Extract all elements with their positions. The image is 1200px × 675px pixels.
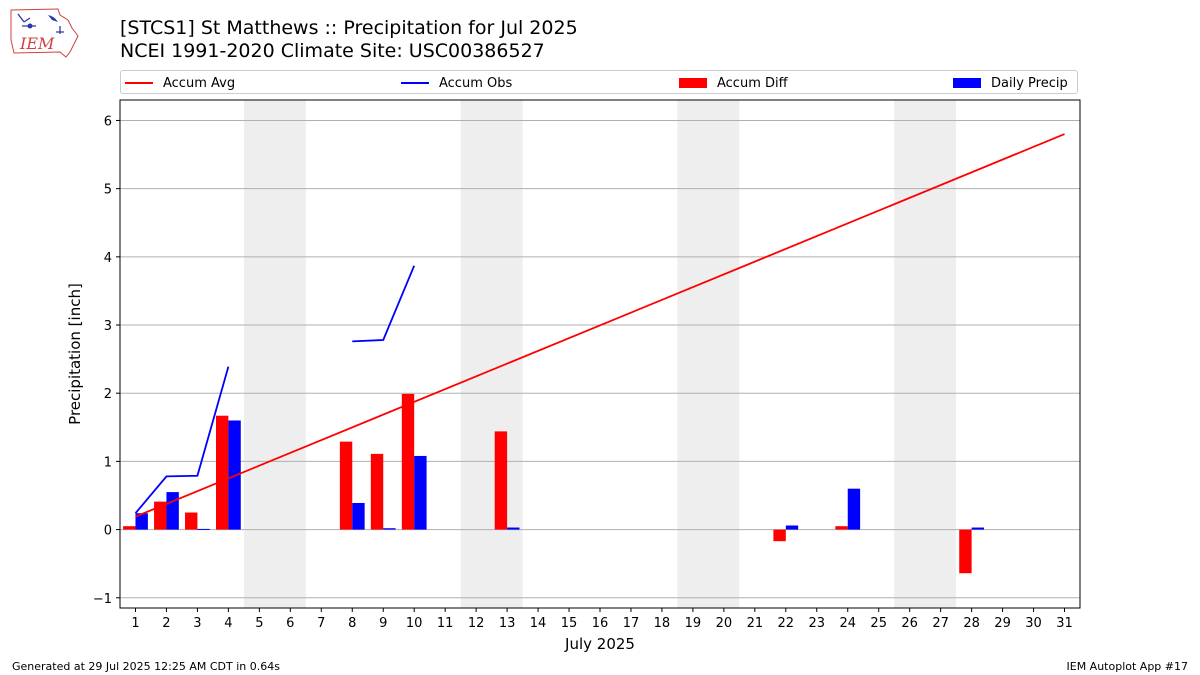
x-axis-label: July 2025 (564, 635, 635, 653)
daily-precip-bar-day-13 (507, 527, 520, 530)
accum-diff-bar-day-24 (835, 526, 848, 530)
y-tick-label--1: −1 (93, 592, 112, 607)
accum-avg-line-path (135, 133, 1065, 518)
x-tick-label-15: 15 (561, 616, 578, 631)
x-tick-label-21: 21 (747, 616, 764, 631)
daily-precip-bar-day-2 (166, 492, 179, 530)
accum-obs-lines (134, 265, 416, 514)
chart-title: [STCS1] St Matthews :: Precipitation for… (120, 17, 578, 39)
daily-precip-bar-day-1 (135, 513, 148, 530)
accum-diff-bar-day-10 (401, 393, 415, 530)
weekend-band-2 (460, 100, 523, 608)
x-axis-ticks: 1 2 3 4 5 6 7 8 9 10 11 12 13 14 15 16 17 18 19 20 21 22 23 24 2… (131, 608, 1073, 631)
legend-label-accum-diff: Accum Diff (717, 75, 788, 91)
accum-diff-bar-day-3 (185, 512, 198, 530)
x-tick-label-23: 23 (809, 616, 826, 631)
accum-obs-segment-2 (352, 265, 416, 343)
accum-diff-bar-day-9 (370, 453, 384, 530)
x-tick-label-6: 6 (286, 616, 294, 631)
legend-swatch-accum-obs (401, 82, 429, 84)
svg-text:IEM: IEM (19, 34, 55, 53)
x-tick-label-5: 5 (255, 616, 263, 631)
x-tick-label-24: 24 (839, 616, 856, 631)
x-tick-label-2: 2 (162, 616, 170, 631)
x-tick-label-13: 13 (499, 616, 516, 631)
y-axis-label: Precipitation [inch] (66, 283, 84, 425)
weekend-band-4 (894, 100, 957, 608)
legend-label-accum-obs: Accum Obs (439, 75, 513, 91)
x-tick-label-4: 4 (224, 616, 232, 631)
daily-precip-bar-day-10 (414, 455, 427, 530)
weekend-band-3 (677, 100, 740, 608)
legend-item-accum-avg: Accum Avg (125, 74, 235, 92)
daily-precip-bar-day-28 (971, 527, 984, 530)
weekend-bands (243, 100, 957, 608)
x-tick-label-11: 11 (437, 616, 454, 631)
y-tick-label-1: 1 (104, 455, 112, 470)
x-tick-label-27: 27 (932, 616, 949, 631)
footer-generated: Generated at 29 Jul 2025 12:25 AM CDT in… (12, 660, 280, 673)
x-tick-label-17: 17 (623, 616, 640, 631)
x-tick-label-19: 19 (685, 616, 702, 631)
chart-subtitle: NCEI 1991-2020 Climate Site: USC00386527 (120, 40, 545, 62)
accum-avg-line (135, 133, 1065, 518)
y-tick-label-2: 2 (104, 387, 112, 402)
x-tick-label-18: 18 (654, 616, 671, 631)
accum-diff-bar-day-8 (339, 441, 353, 530)
accum-diff-bar-day-1 (123, 526, 136, 530)
y-tick-label-6: 6 (104, 114, 112, 129)
y-tick-label-3: 3 (104, 319, 112, 334)
x-tick-label-14: 14 (530, 616, 547, 631)
x-tick-label-3: 3 (193, 616, 201, 631)
legend-label-daily-precip: Daily Precip (991, 75, 1068, 91)
x-tick-label-9: 9 (379, 616, 387, 631)
legend-label-accum-avg: Accum Avg (163, 75, 236, 91)
x-tick-label-26: 26 (901, 616, 918, 631)
legend-item-accum-obs: Accum Obs (401, 74, 512, 92)
daily-precip-bar-day-24 (847, 488, 861, 530)
accum-diff-bar-day-22 (773, 529, 786, 542)
iem-logo: IEM (10, 8, 79, 58)
accum-obs-segment-1 (134, 366, 230, 514)
y-axis-ticks: −1 0 1 2 3 4 5 6 (93, 114, 120, 607)
x-tick-label-25: 25 (870, 616, 887, 631)
legend-swatch-accum-avg (125, 82, 153, 84)
accum-diff-bar-day-4 (216, 415, 229, 530)
x-tick-label-28: 28 (963, 616, 980, 631)
daily-precip-bar-day-3 (197, 528, 210, 530)
accum-diff-bar-day-13 (494, 431, 508, 530)
x-tick-label-1: 1 (131, 616, 139, 631)
x-tick-label-12: 12 (468, 616, 485, 631)
x-tick-label-8: 8 (348, 616, 356, 631)
x-tick-label-16: 16 (592, 616, 609, 631)
x-tick-label-7: 7 (317, 616, 325, 631)
x-tick-label-31: 31 (1056, 616, 1073, 631)
y-tick-label-0: 0 (104, 524, 112, 539)
legend-swatch-accum-diff (679, 78, 707, 88)
weekend-band-1 (243, 100, 306, 608)
legend-item-daily-precip: Daily Precip (953, 74, 1068, 92)
daily-precip-bar-day-9 (383, 528, 396, 530)
x-tick-label-30: 30 (1025, 616, 1042, 631)
x-tick-label-10: 10 (406, 616, 423, 631)
accum-diff-bar-day-28 (959, 529, 972, 574)
accum-diff-bars (123, 393, 972, 574)
footer-app: IEM Autoplot App #17 (1066, 660, 1189, 673)
daily-precip-bar-day-8 (352, 502, 365, 530)
y-tick-label-4: 4 (104, 251, 112, 266)
chart-legend: Accum Avg Accum Obs Accum Diff Daily Pre… (120, 70, 1078, 94)
x-tick-label-22: 22 (778, 616, 795, 631)
x-tick-label-29: 29 (994, 616, 1011, 631)
legend-swatch-daily-precip (953, 78, 981, 88)
daily-precip-bar-day-22 (785, 525, 799, 530)
y-tick-label-5: 5 (104, 183, 112, 198)
x-tick-label-20: 20 (716, 616, 733, 631)
legend-item-accum-diff: Accum Diff (679, 74, 788, 92)
